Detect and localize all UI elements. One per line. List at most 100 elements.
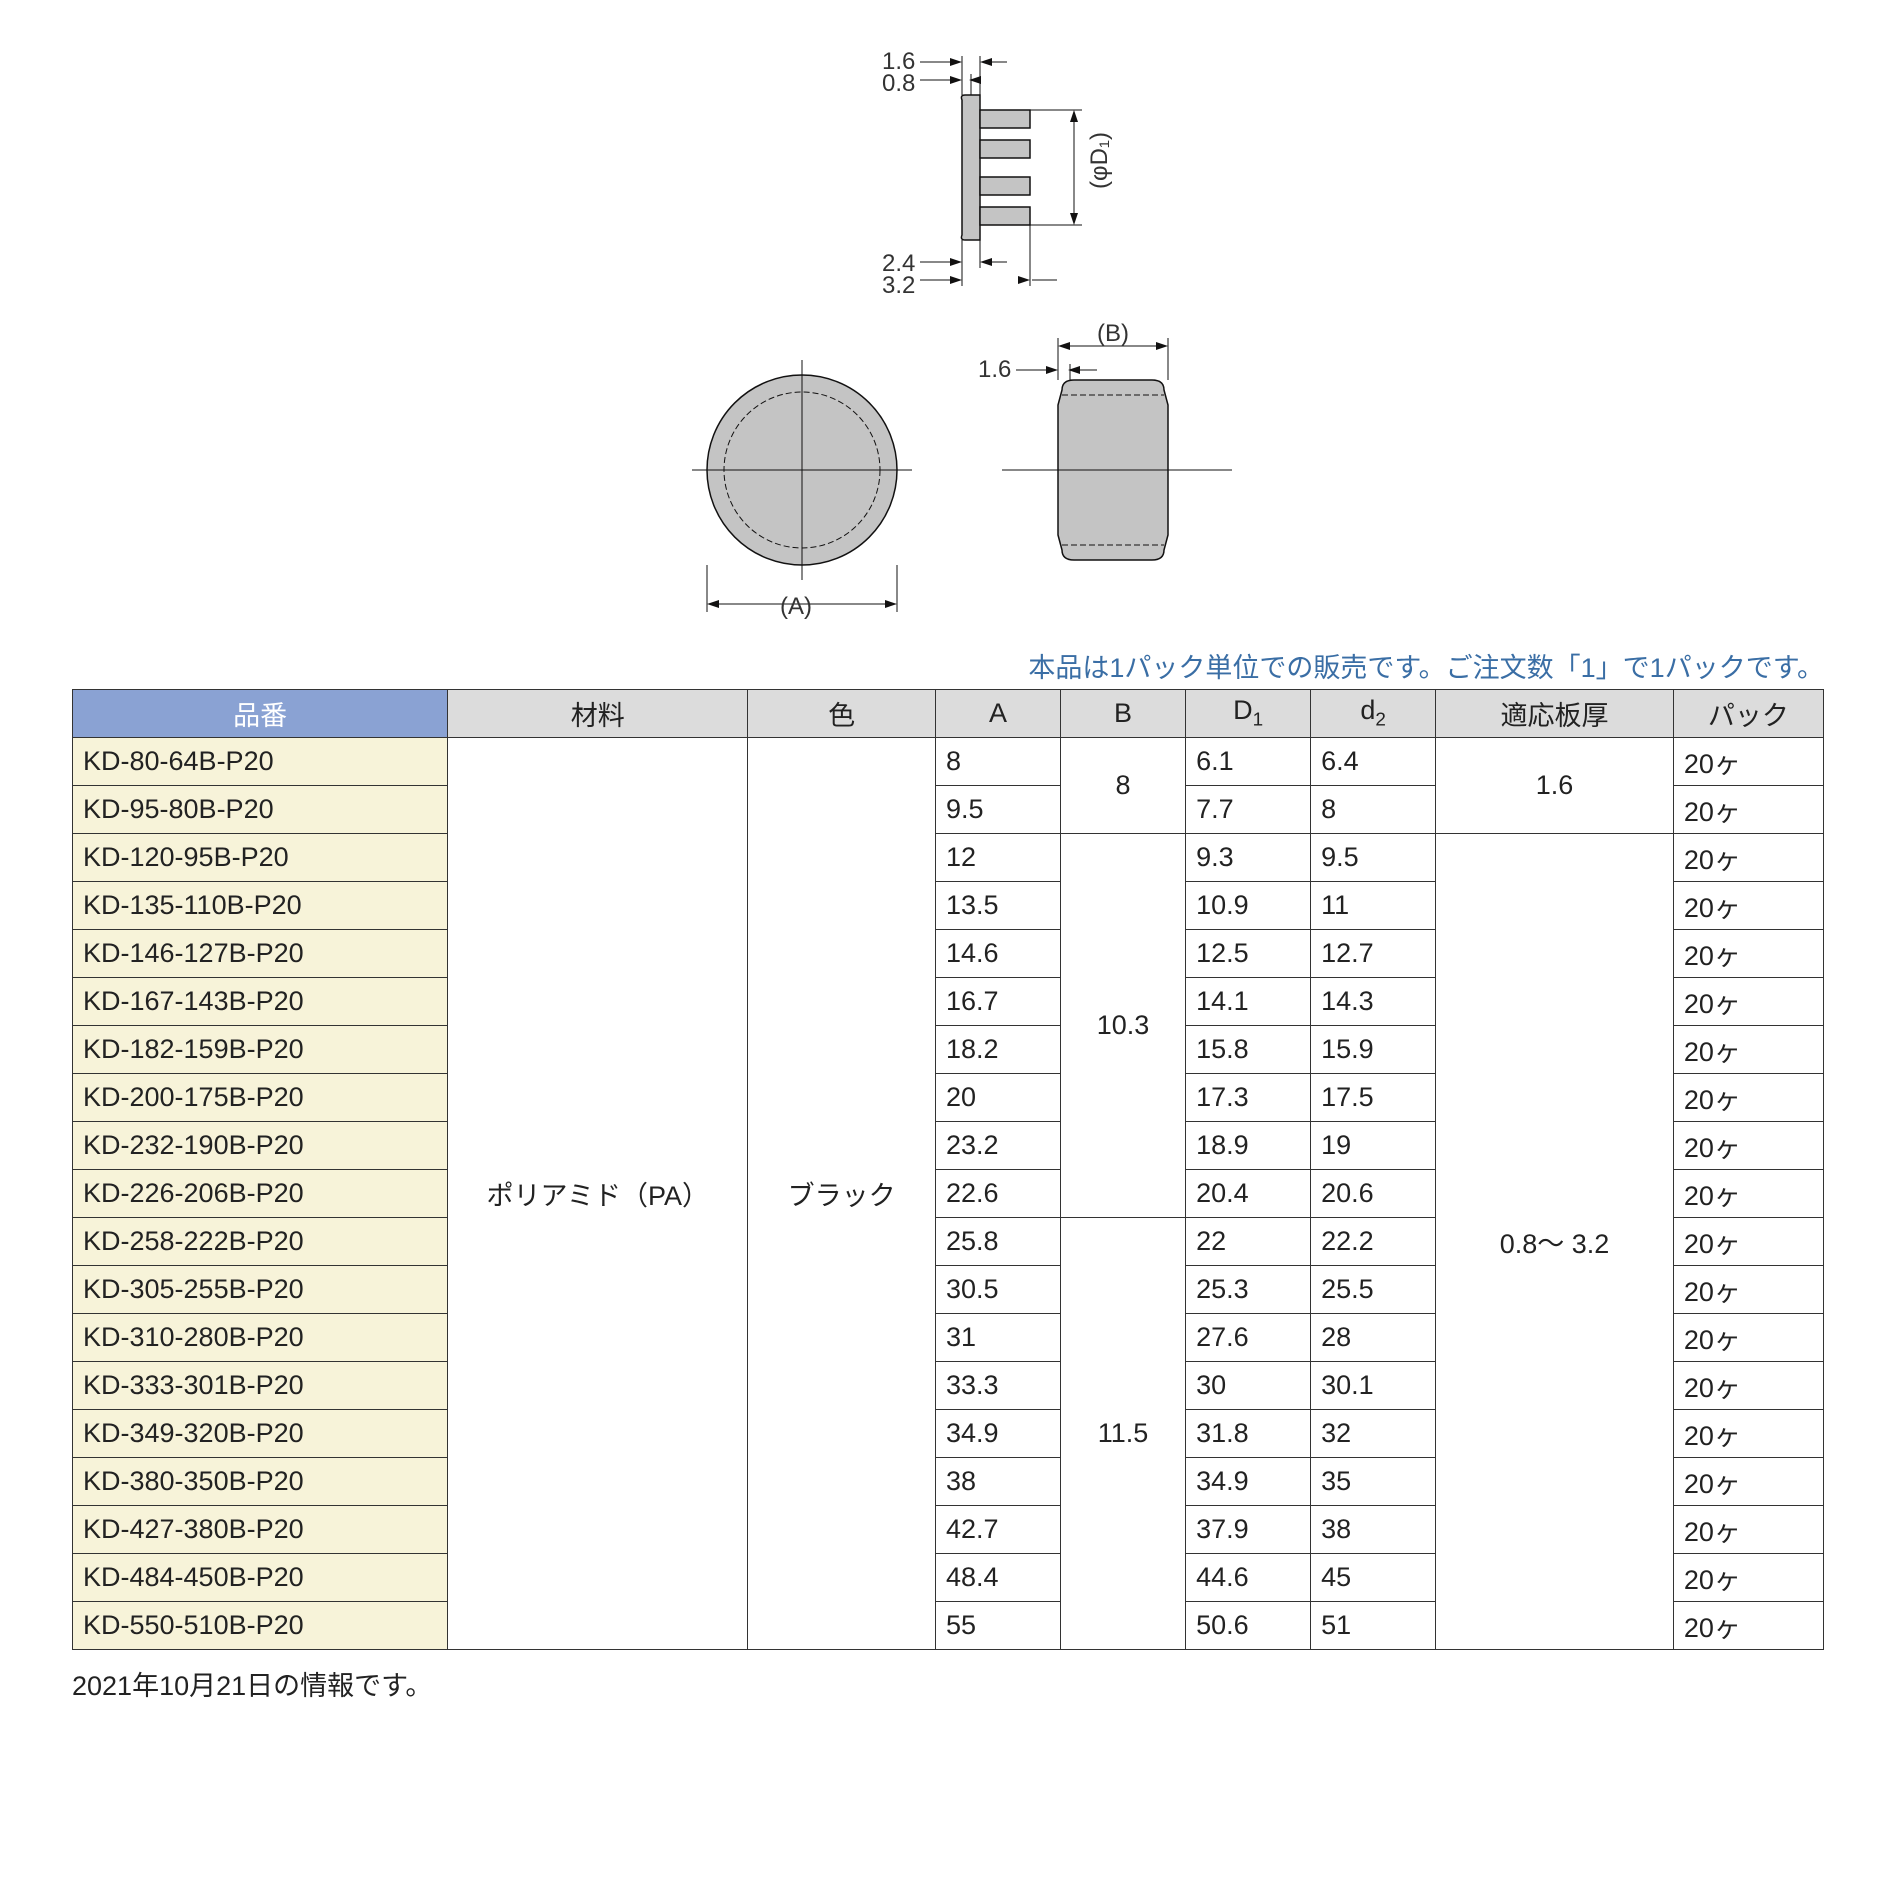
cell-d1: 27.6	[1186, 1314, 1311, 1362]
th-color: 色	[748, 690, 936, 738]
dim-b: (B)	[1097, 320, 1129, 348]
cell-d1: 18.9	[1186, 1122, 1311, 1170]
cell-part: KD-182-159B-P20	[73, 1026, 448, 1074]
cell-a: 18.2	[935, 1026, 1060, 1074]
th-b: B	[1061, 690, 1186, 738]
cell-a: 33.3	[935, 1362, 1060, 1410]
cell-pack: 20ヶ	[1673, 1122, 1823, 1170]
cell-pack: 20ヶ	[1673, 1266, 1823, 1314]
cell-a: 25.8	[935, 1218, 1060, 1266]
cell-part: KD-349-320B-P20	[73, 1410, 448, 1458]
spec-table: 品番 材料 色 A B D1 d2 適応板厚 パック KD-80-64B-P20…	[72, 689, 1824, 1650]
cell-pack: 20ヶ	[1673, 1362, 1823, 1410]
cell-d2: 6.4	[1311, 738, 1436, 786]
cell-d1: 44.6	[1186, 1554, 1311, 1602]
cell-d2: 14.3	[1311, 978, 1436, 1026]
cell-a: 13.5	[935, 882, 1060, 930]
cell-part: KD-95-80B-P20	[73, 786, 448, 834]
diagram-side-section: 1.6 0.8 2.4 3.2 (φD₁)	[852, 40, 1192, 305]
cell-pack: 20ヶ	[1673, 882, 1823, 930]
cell-d1: 10.9	[1186, 882, 1311, 930]
cell-d2: 25.5	[1311, 1266, 1436, 1314]
th-thick: 適応板厚	[1436, 690, 1674, 738]
cell-d1: 6.1	[1186, 738, 1311, 786]
cell-d1: 7.7	[1186, 786, 1311, 834]
cell-pack: 20ヶ	[1673, 1458, 1823, 1506]
cell-a: 42.7	[935, 1506, 1060, 1554]
cell-d2: 35	[1311, 1458, 1436, 1506]
dim-top-0.8: 0.8	[882, 70, 915, 98]
technical-diagrams: 1.6 0.8 2.4 3.2 (φD₁)	[72, 40, 1824, 640]
cell-part: KD-305-255B-P20	[73, 1266, 448, 1314]
cell-d1: 50.6	[1186, 1602, 1311, 1650]
cell-b: 8	[1061, 738, 1186, 834]
cell-d2: 51	[1311, 1602, 1436, 1650]
cell-part: KD-135-110B-P20	[73, 882, 448, 930]
cell-thickness: 1.6	[1436, 738, 1674, 834]
cell-part: KD-232-190B-P20	[73, 1122, 448, 1170]
cell-a: 30.5	[935, 1266, 1060, 1314]
cell-a: 9.5	[935, 786, 1060, 834]
cell-pack: 20ヶ	[1673, 1506, 1823, 1554]
diagram-front-side: (A) (B) 1.6	[682, 320, 1242, 645]
cell-a: 16.7	[935, 978, 1060, 1026]
cell-d1: 31.8	[1186, 1410, 1311, 1458]
cell-part: KD-200-175B-P20	[73, 1074, 448, 1122]
cell-d1: 25.3	[1186, 1266, 1311, 1314]
cell-d1: 30	[1186, 1362, 1311, 1410]
cell-pack: 20ヶ	[1673, 834, 1823, 882]
th-material: 材料	[448, 690, 748, 738]
cell-a: 34.9	[935, 1410, 1060, 1458]
cell-d2: 12.7	[1311, 930, 1436, 978]
cell-pack: 20ヶ	[1673, 1410, 1823, 1458]
cell-pack: 20ヶ	[1673, 978, 1823, 1026]
cell-d2: 28	[1311, 1314, 1436, 1362]
cell-d1: 9.3	[1186, 834, 1311, 882]
cell-part: KD-333-301B-P20	[73, 1362, 448, 1410]
th-d2: d2	[1311, 690, 1436, 738]
cell-part: KD-484-450B-P20	[73, 1554, 448, 1602]
cell-part: KD-380-350B-P20	[73, 1458, 448, 1506]
th-pack: パック	[1673, 690, 1823, 738]
cell-part: KD-258-222B-P20	[73, 1218, 448, 1266]
cell-pack: 20ヶ	[1673, 1026, 1823, 1074]
cell-pack: 20ヶ	[1673, 930, 1823, 978]
cell-a: 48.4	[935, 1554, 1060, 1602]
cell-d1: 17.3	[1186, 1074, 1311, 1122]
dim-side-1.6: 1.6	[978, 356, 1011, 384]
cell-pack: 20ヶ	[1673, 1218, 1823, 1266]
cell-d2: 19	[1311, 1122, 1436, 1170]
cell-part: KD-310-280B-P20	[73, 1314, 448, 1362]
cell-pack: 20ヶ	[1673, 1314, 1823, 1362]
cell-part: KD-80-64B-P20	[73, 738, 448, 786]
date-note: 2021年10月21日の情報です。	[72, 1664, 1824, 1703]
cell-d1: 14.1	[1186, 978, 1311, 1026]
cell-d2: 32	[1311, 1410, 1436, 1458]
spec-sheet-page: 1.6 0.8 2.4 3.2 (φD₁)	[0, 0, 1896, 1896]
cell-d2: 9.5	[1311, 834, 1436, 882]
cell-d1: 15.8	[1186, 1026, 1311, 1074]
cell-d2: 15.9	[1311, 1026, 1436, 1074]
cell-d2: 22.2	[1311, 1218, 1436, 1266]
cell-d1: 12.5	[1186, 930, 1311, 978]
cell-part: KD-167-143B-P20	[73, 978, 448, 1026]
cell-part: KD-427-380B-P20	[73, 1506, 448, 1554]
cell-a: 14.6	[935, 930, 1060, 978]
cell-a: 20	[935, 1074, 1060, 1122]
cell-pack: 20ヶ	[1673, 1074, 1823, 1122]
cell-b: 10.3	[1061, 834, 1186, 1218]
table-row: KD-120-95B-P201210.39.39.50.8～ 3.220ヶ	[73, 834, 1824, 882]
pack-notice: 本品は1パック単位での販売です。ご注文数「1」で1パックです。	[72, 646, 1824, 685]
cell-pack: 20ヶ	[1673, 738, 1823, 786]
cell-d2: 20.6	[1311, 1170, 1436, 1218]
table-row: KD-80-64B-P20ポリアミド（PA）ブラック886.16.41.620ヶ	[73, 738, 1824, 786]
diagram-front-svg	[682, 320, 1242, 640]
cell-part: KD-120-95B-P20	[73, 834, 448, 882]
cell-d1: 37.9	[1186, 1506, 1311, 1554]
cell-d2: 30.1	[1311, 1362, 1436, 1410]
cell-a: 55	[935, 1602, 1060, 1650]
cell-a: 12	[935, 834, 1060, 882]
cell-pack: 20ヶ	[1673, 786, 1823, 834]
cell-pack: 20ヶ	[1673, 1554, 1823, 1602]
dim-a: (A)	[780, 593, 812, 621]
